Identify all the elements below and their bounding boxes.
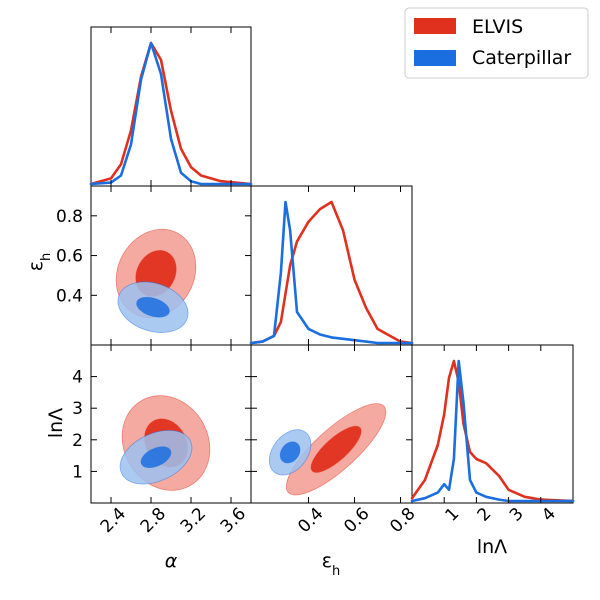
legend-swatch-caterpillar <box>414 50 456 66</box>
eps-ytick-label: 0.4 <box>56 286 83 306</box>
eps-xtick-label: 0.4 <box>294 504 327 537</box>
alpha-eps-caterpillar-inner-contour <box>136 296 170 318</box>
ylabel-eps: εh <box>25 253 54 272</box>
eps-xtick-label: 0.6 <box>340 504 373 537</box>
eps-ytick-label: 0.6 <box>56 247 83 267</box>
alpha-xtick-label: 2.8 <box>137 504 170 537</box>
panel-alpha-marginal <box>89 26 253 187</box>
lnL-xtick-label: 2 <box>474 504 496 526</box>
eps-marginal-caterpillar-curve <box>249 200 414 345</box>
ylabel-lnL: lnΛ <box>45 408 67 438</box>
lnL-xtick-label: 1 <box>441 504 463 526</box>
legend-swatch-elvis <box>414 18 456 34</box>
xlabel-alpha: α <box>165 550 178 572</box>
eps-marginal-elvis-curve <box>249 200 414 345</box>
lnL-ytick-label: 1 <box>72 462 83 482</box>
alpha-marginal-caterpillar-curve <box>89 41 253 186</box>
eps-lnL-elvis-inner-contour <box>310 425 362 473</box>
panel-lnL-vs-eps <box>250 344 413 504</box>
lnL-ytick-label: 2 <box>72 431 83 451</box>
xlabel-eps: εh <box>322 550 341 579</box>
eps-ytick-label: 0.8 <box>56 207 83 227</box>
legend-label-caterpillar: Caterpillar <box>472 47 571 69</box>
alpha-marginal-elvis-curve <box>89 41 253 186</box>
lnL-ytick-label: 3 <box>72 399 83 419</box>
alpha-xtick-label: 3.6 <box>217 504 250 537</box>
alpha-xtick-label: 3.2 <box>177 504 210 537</box>
xlabel-eps-subscript: h <box>332 564 340 579</box>
ylabel-eps-subscript: h <box>39 253 54 261</box>
legend: ELVIS Caterpillar <box>404 7 589 79</box>
eps-xtick-label: 0.8 <box>386 504 419 537</box>
xlabel-lnL: lnΛ <box>477 536 507 558</box>
lnL-marginal-elvis-curve <box>410 359 575 503</box>
lnL-ytick-label: 4 <box>72 368 83 388</box>
alpha-xtick-label: 2.4 <box>97 504 130 537</box>
eps-lnL-caterpillar-inner-contour <box>279 441 301 464</box>
panel-eps-vs-alpha <box>90 185 252 346</box>
alpha-lnL-caterpillar-inner-contour <box>140 446 172 469</box>
lnL-marginal-caterpillar-curve <box>410 359 575 503</box>
panel-lnL-marginal <box>410 344 575 504</box>
legend-label-elvis: ELVIS <box>472 16 523 38</box>
panel-lnL-vs-alpha <box>90 344 252 504</box>
panel-eps-marginal <box>249 185 414 346</box>
lnL-xtick-label: 3 <box>506 504 528 526</box>
lnL-xtick-label: 4 <box>538 504 560 526</box>
